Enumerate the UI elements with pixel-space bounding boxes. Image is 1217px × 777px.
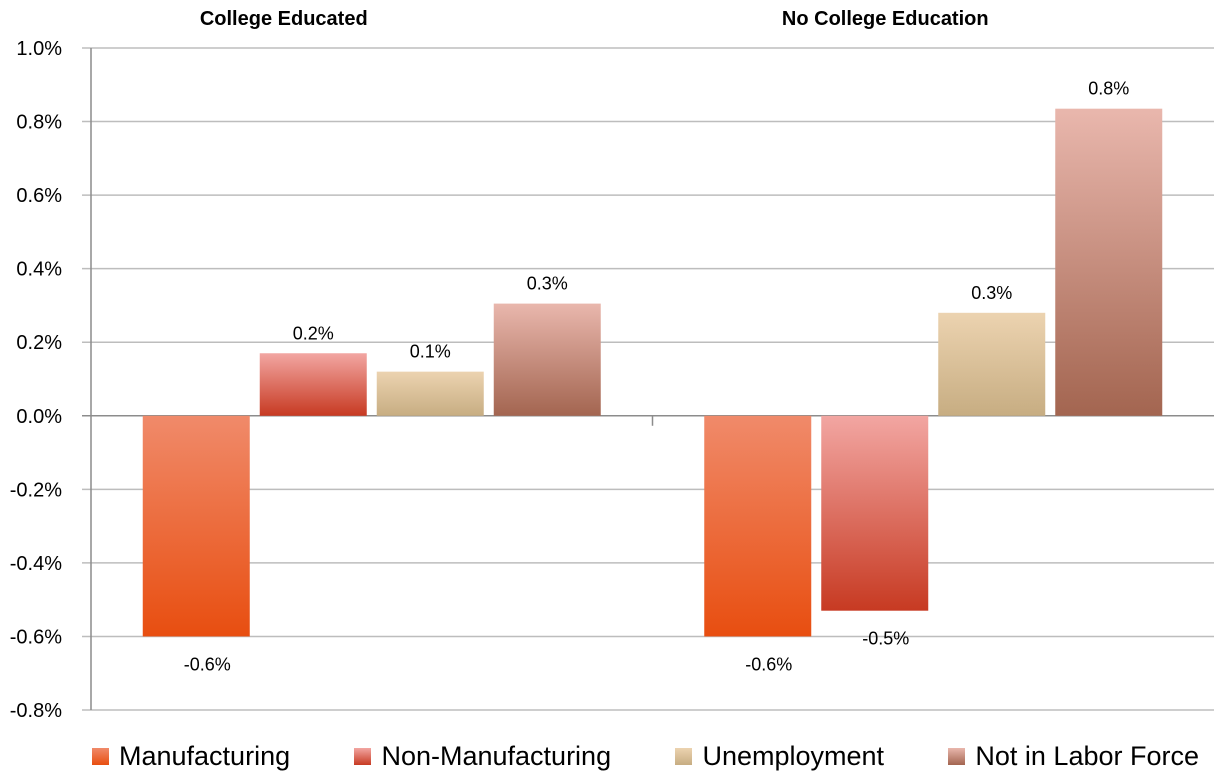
data-labels: -0.6% 0.2% 0.1% 0.3% -0.6% -0.5% 0.3% 0.8% bbox=[184, 79, 1130, 675]
data-label-not-in-labor-force-college-educated: 0.3% bbox=[527, 274, 568, 294]
y-axis-tick-labels: 1.0% 0.8% 0.6% 0.4% 0.2% 0.0% -0.2% -0.4% -0.6% -… bbox=[10, 38, 62, 722]
data-label-non-manufacturing-no-college-education: -0.5% bbox=[862, 629, 909, 649]
data-label-unemployment-no-college-education: 0.3% bbox=[971, 283, 1012, 303]
y-tick-label: 0.4% bbox=[16, 259, 62, 281]
legend-label-manufacturing: Manufacturing bbox=[119, 740, 291, 771]
y-tick-label: 0.0% bbox=[16, 406, 62, 428]
legend-label-unemployment: Unemployment bbox=[702, 740, 885, 771]
legend-label-non-manufacturing: Non-Manufacturing bbox=[381, 740, 612, 771]
data-label-unemployment-college-educated: 0.1% bbox=[410, 342, 451, 362]
bar-non-manufacturing-college-educated bbox=[259, 353, 367, 416]
data-label-not-in-labor-force-no-college-education: 0.8% bbox=[1088, 79, 1129, 99]
bar-unemployment-no-college-education bbox=[938, 312, 1046, 416]
y-tick-label: -0.6% bbox=[10, 626, 62, 648]
data-label-non-manufacturing-college-educated: 0.2% bbox=[293, 323, 334, 343]
bar-non-manufacturing-no-college-education bbox=[821, 415, 929, 611]
bar-chart: 1.0%0.8%0.6%0.4%0.2%0.0%-0.2%-0.4%-0.6%-… bbox=[10, 8, 1214, 722]
y-tick-label: 0.8% bbox=[16, 112, 62, 134]
legend-item-manufacturing: Manufacturing bbox=[92, 741, 290, 772]
data-label-manufacturing-college-educated: -0.6% bbox=[184, 654, 231, 674]
legend-item-not-in-labor-force: Not in Labor Force bbox=[948, 741, 1199, 772]
legend-swatch-unemployment bbox=[675, 747, 693, 765]
y-tick-label: -0.4% bbox=[10, 553, 62, 575]
group-title-college-educated: College Educated bbox=[200, 8, 368, 30]
legend-swatch-manufacturing bbox=[92, 747, 109, 765]
data-label-manufacturing-no-college-education: -0.6% bbox=[745, 654, 792, 674]
group-titles: College Educated No College Education bbox=[200, 8, 989, 30]
legend-item-unemployment: Unemployment bbox=[675, 741, 884, 772]
bar-manufacturing-no-college-education bbox=[704, 415, 812, 637]
y-tick-label: -0.2% bbox=[10, 479, 62, 501]
group-title-no-college-education: No College Education bbox=[782, 8, 989, 30]
legend-item-non-manufacturing: Non-Manufacturing bbox=[354, 741, 611, 772]
bar-manufacturing-college-educated bbox=[142, 415, 250, 637]
bar-unemployment-college-educated bbox=[376, 371, 484, 416]
y-tick-label: 1.0% bbox=[16, 38, 62, 60]
legend: Manufacturing Non-Manufacturing Unemploy… bbox=[0, 738, 1217, 774]
bar-not-in-labor-force-no-college-education bbox=[1055, 108, 1163, 416]
legend-swatch-non-manufacturing bbox=[354, 747, 372, 765]
legend-label-not-in-labor-force: Not in Labor Force bbox=[975, 740, 1199, 771]
bars bbox=[142, 108, 1163, 637]
legend-swatch-not-in-labor-force bbox=[948, 747, 966, 765]
y-tick-label: 0.6% bbox=[16, 185, 62, 207]
bar-not-in-labor-force-college-educated bbox=[493, 303, 601, 416]
y-tick-label: -0.8% bbox=[10, 700, 62, 722]
y-tick-label: 0.2% bbox=[16, 332, 62, 354]
